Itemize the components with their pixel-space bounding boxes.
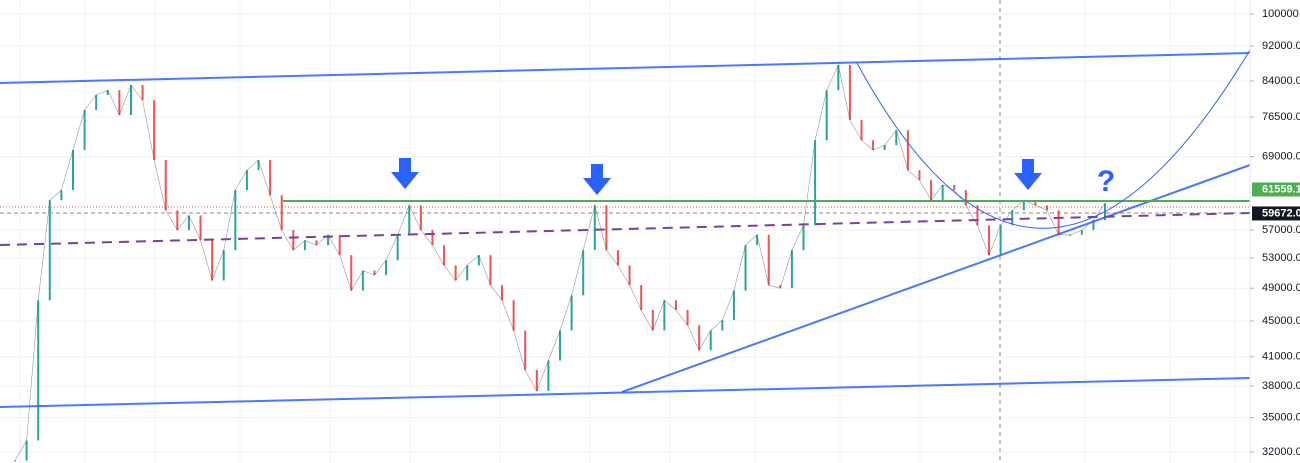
price-path (14, 63, 1106, 461)
y-tick-label: 69000.0 (1262, 151, 1300, 163)
y-tick-label: 92000.0 (1262, 40, 1300, 52)
y-tick-label: 53000.0 (1262, 252, 1300, 264)
axis-labels: 100000.0 92000.0 84000.0 76500.0 69000.0 5700… (1250, 8, 1300, 458)
y-tick-label: 57000.0 (1262, 224, 1300, 236)
y-tick-label: 45000.0 (1262, 315, 1300, 327)
arrow-down (583, 164, 611, 195)
price-tag-label: 61559.1 (1262, 183, 1300, 195)
price-tag-label: 59672.0 (1262, 207, 1300, 219)
y-tick-label: 76500.0 (1262, 111, 1300, 123)
arc (856, 49, 1251, 229)
y-tick-label: 100000.0 (1262, 8, 1300, 20)
price-axis (1250, 0, 1300, 463)
y-tick-label: 35000.0 (1262, 411, 1300, 423)
price-tag (1252, 206, 1300, 221)
drawings (0, 49, 1251, 408)
dashed-trend-line (0, 212, 1251, 246)
trend-line (0, 377, 1251, 408)
grid (0, 13, 1250, 453)
y-tick-label: 49000.0 (1262, 282, 1300, 294)
arrow-down (391, 158, 419, 189)
vertical-grid (19, 0, 1236, 463)
y-tick-label: 32000.0 (1262, 446, 1300, 458)
y-tick-label: 41000.0 (1262, 351, 1300, 363)
y-tick-label: 38000.0 (1262, 380, 1300, 392)
price-tag (1252, 182, 1300, 197)
y-tick-label: 84000.0 (1262, 75, 1300, 87)
question-mark: ? (1097, 165, 1115, 198)
annotations: ? (391, 158, 1115, 198)
trend-line (621, 164, 1251, 393)
arrow-down (1014, 159, 1042, 190)
trend-line (0, 52, 1251, 84)
